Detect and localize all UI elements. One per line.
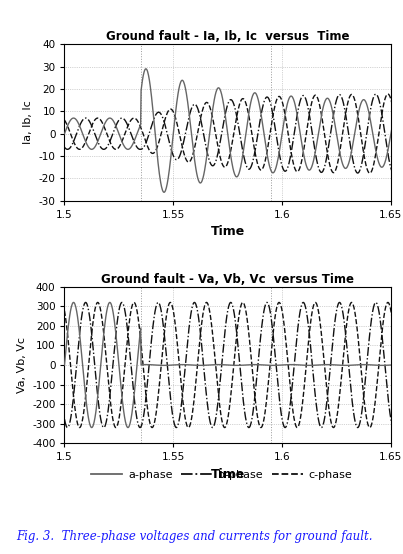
- Y-axis label: Ia, Ib, Ic: Ia, Ib, Ic: [23, 101, 33, 145]
- Text: Fig. 3.  Three-phase voltages and currents for ground fault.: Fig. 3. Three-phase voltages and current…: [16, 530, 373, 543]
- Title: Ground fault - Ia, Ib, Ic  versus  Time: Ground fault - Ia, Ib, Ic versus Time: [106, 30, 349, 43]
- X-axis label: Time: Time: [211, 468, 245, 481]
- Legend: a-phase, b-phase, c-phase: a-phase, b-phase, c-phase: [87, 466, 356, 485]
- Title: Ground fault - Va, Vb, Vc  versus Time: Ground fault - Va, Vb, Vc versus Time: [101, 273, 354, 286]
- X-axis label: Time: Time: [211, 225, 245, 238]
- Y-axis label: Va, Vb, Vc: Va, Vb, Vc: [17, 337, 27, 393]
